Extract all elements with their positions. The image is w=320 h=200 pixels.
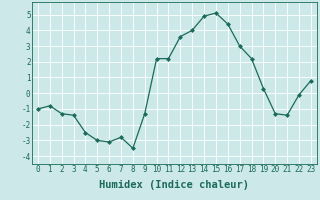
X-axis label: Humidex (Indice chaleur): Humidex (Indice chaleur)	[100, 180, 249, 190]
